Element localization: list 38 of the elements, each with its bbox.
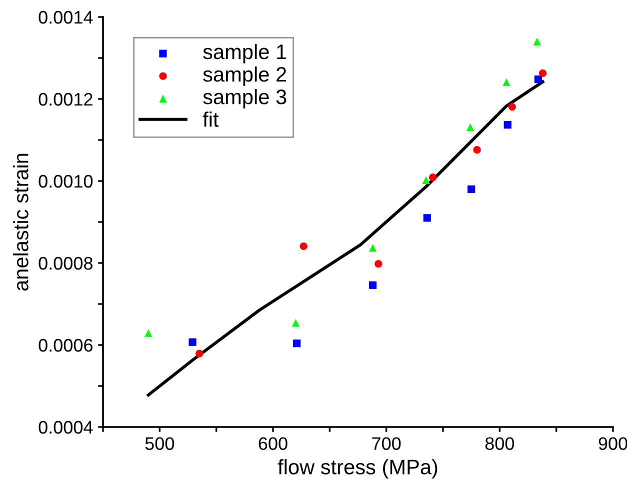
- point: [292, 319, 300, 327]
- point: [292, 340, 301, 348]
- y-tick-label: 0.0008: [38, 256, 92, 270]
- legend-label: sample 1: [203, 44, 286, 64]
- point: [368, 281, 377, 289]
- point: [196, 350, 204, 358]
- point: [508, 102, 516, 111]
- point: [300, 242, 308, 250]
- legend-label: sample 3: [203, 89, 286, 108]
- x-tick-label: 600: [258, 437, 288, 450]
- point: [422, 176, 430, 184]
- point: [466, 123, 474, 132]
- point: [538, 69, 547, 77]
- x-axis-title: flow stress (MPa): [278, 459, 438, 479]
- point: [144, 329, 152, 337]
- x-tick-label: 700: [372, 437, 401, 450]
- legend-label: fit: [202, 112, 219, 127]
- point: [368, 244, 377, 252]
- x-tick-label: 500: [145, 437, 174, 450]
- point: [473, 146, 481, 154]
- point: [504, 121, 512, 129]
- x-tick-label: 900: [598, 437, 627, 450]
- point: [188, 338, 196, 346]
- x-tick-label: 800: [485, 437, 514, 450]
- point: [533, 38, 541, 46]
- y-tick-label: 0.0004: [38, 420, 93, 434]
- y-tick-label: 0.0006: [38, 338, 92, 352]
- point: [502, 78, 510, 86]
- y-axis-title: anelastic strain: [13, 154, 28, 291]
- point: [374, 260, 382, 268]
- point: [428, 174, 437, 182]
- y-tick-label: 0.0014: [38, 10, 93, 24]
- y-tick-label: 0.0012: [38, 92, 92, 106]
- y-tick-label: 0.0010: [38, 174, 93, 188]
- point: [534, 76, 542, 84]
- point: [423, 214, 431, 222]
- legend-label: sample 2: [203, 66, 286, 86]
- point: [468, 185, 476, 194]
